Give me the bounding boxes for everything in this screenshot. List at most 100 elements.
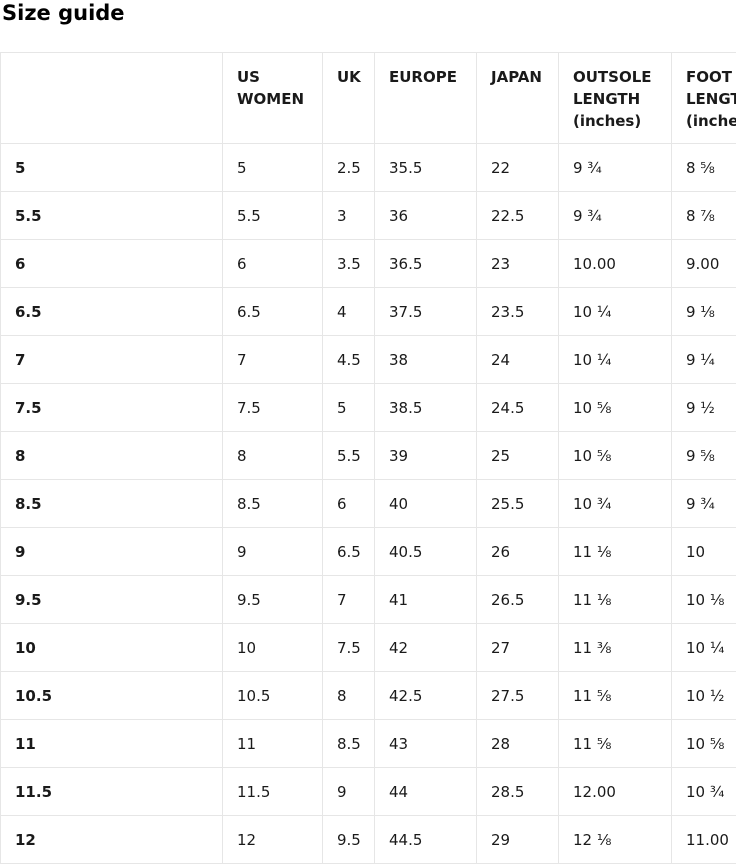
cell-foot_length: 9 ½ bbox=[671, 383, 736, 432]
cell-outsole_length: 11 ⅜ bbox=[558, 623, 672, 672]
cell-us_women: 8.5 bbox=[222, 479, 323, 528]
cell-uk: 7 bbox=[322, 575, 375, 624]
cell-europe: 42 bbox=[374, 623, 477, 672]
cell-us_women: 9 bbox=[222, 527, 323, 576]
cell-uk: 3 bbox=[322, 191, 375, 240]
cell-europe: 44.5 bbox=[374, 815, 477, 864]
cell-europe: 42.5 bbox=[374, 671, 477, 720]
row-header: 5 bbox=[0, 143, 223, 192]
row-header: 6.5 bbox=[0, 287, 223, 336]
cell-foot_length: 10 ⅛ bbox=[671, 575, 736, 624]
column-header-uk: UK bbox=[322, 52, 375, 144]
header-row: US WOMEN UK EUROPE JAPAN OUTSOLE LENGTH (inc… bbox=[0, 52, 736, 144]
row-header: 9 bbox=[0, 527, 223, 576]
cell-us_women: 6.5 bbox=[222, 287, 323, 336]
cell-us_women: 7.5 bbox=[222, 383, 323, 432]
cell-foot_length: 10 ¾ bbox=[671, 767, 736, 816]
cell-outsole_length: 9 ¾ bbox=[558, 191, 672, 240]
cell-japan: 28 bbox=[476, 719, 559, 768]
cell-japan: 26.5 bbox=[476, 575, 559, 624]
cell-uk: 4 bbox=[322, 287, 375, 336]
row-header: 10 bbox=[0, 623, 223, 672]
cell-uk: 6.5 bbox=[322, 527, 375, 576]
cell-us_women: 5.5 bbox=[222, 191, 323, 240]
table-row: 10.5 10.5 8 42.5 27.5 11 ⅝ 10 ½ bbox=[0, 671, 736, 720]
row-header: 7.5 bbox=[0, 383, 223, 432]
cell-uk: 3.5 bbox=[322, 239, 375, 288]
table-row: 9 9 6.5 40.5 26 11 ⅛ 10 bbox=[0, 527, 736, 576]
column-header-outsole_length: OUTSOLE LENGTH (inches) bbox=[558, 52, 672, 144]
size-table-container: US WOMEN UK EUROPE JAPAN OUTSOLE LENGTH (inc… bbox=[0, 52, 736, 864]
row-header: 11.5 bbox=[0, 767, 223, 816]
cell-japan: 27.5 bbox=[476, 671, 559, 720]
cell-uk: 5 bbox=[322, 383, 375, 432]
cell-uk: 6 bbox=[322, 479, 375, 528]
cell-japan: 26 bbox=[476, 527, 559, 576]
cell-foot_length: 10 ¼ bbox=[671, 623, 736, 672]
row-header: 9.5 bbox=[0, 575, 223, 624]
cell-outsole_length: 9 ¾ bbox=[558, 143, 672, 192]
cell-europe: 40.5 bbox=[374, 527, 477, 576]
cell-uk: 4.5 bbox=[322, 335, 375, 384]
cell-us_women: 10 bbox=[222, 623, 323, 672]
cell-europe: 38.5 bbox=[374, 383, 477, 432]
cell-japan: 25.5 bbox=[476, 479, 559, 528]
row-header: 8.5 bbox=[0, 479, 223, 528]
cell-foot_length: 9 ¼ bbox=[671, 335, 736, 384]
cell-uk: 5.5 bbox=[322, 431, 375, 480]
cell-foot_length: 9 ⅛ bbox=[671, 287, 736, 336]
cell-foot_length: 8 ⅞ bbox=[671, 191, 736, 240]
cell-outsole_length: 10 ¾ bbox=[558, 479, 672, 528]
cell-us_women: 12 bbox=[222, 815, 323, 864]
cell-japan: 25 bbox=[476, 431, 559, 480]
table-row: 10 10 7.5 42 27 11 ⅜ 10 ¼ bbox=[0, 623, 736, 672]
cell-foot_length: 9 ¾ bbox=[671, 479, 736, 528]
cell-japan: 22.5 bbox=[476, 191, 559, 240]
column-header-japan: JAPAN bbox=[476, 52, 559, 144]
cell-japan: 23.5 bbox=[476, 287, 559, 336]
cell-uk: 9 bbox=[322, 767, 375, 816]
cell-europe: 40 bbox=[374, 479, 477, 528]
size-guide-table: US WOMEN UK EUROPE JAPAN OUTSOLE LENGTH (inc… bbox=[0, 52, 736, 864]
row-header: 10.5 bbox=[0, 671, 223, 720]
cell-foot_length: 9 ⅝ bbox=[671, 431, 736, 480]
cell-europe: 36 bbox=[374, 191, 477, 240]
cell-outsole_length: 12 ⅛ bbox=[558, 815, 672, 864]
cell-outsole_length: 11 ⅛ bbox=[558, 575, 672, 624]
cell-europe: 35.5 bbox=[374, 143, 477, 192]
cell-us_women: 9.5 bbox=[222, 575, 323, 624]
cell-outsole_length: 11 ⅝ bbox=[558, 671, 672, 720]
cell-foot_length: 11.00 bbox=[671, 815, 736, 864]
cell-japan: 24.5 bbox=[476, 383, 559, 432]
cell-japan: 23 bbox=[476, 239, 559, 288]
cell-japan: 29 bbox=[476, 815, 559, 864]
cell-us_women: 7 bbox=[222, 335, 323, 384]
cell-foot_length: 10 ½ bbox=[671, 671, 736, 720]
table-row: 12 12 9.5 44.5 29 12 ⅛ 11.00 bbox=[0, 815, 736, 864]
cell-europe: 39 bbox=[374, 431, 477, 480]
cell-outsole_length: 10 ¼ bbox=[558, 287, 672, 336]
cell-outsole_length: 11 ⅝ bbox=[558, 719, 672, 768]
cell-uk: 8.5 bbox=[322, 719, 375, 768]
column-header-foot_length: FOOT LENGTH (inches) bbox=[671, 52, 736, 144]
cell-foot_length: 9.00 bbox=[671, 239, 736, 288]
cell-japan: 24 bbox=[476, 335, 559, 384]
table-row: 6 6 3.5 36.5 23 10.00 9.00 bbox=[0, 239, 736, 288]
cell-foot_length: 8 ⅝ bbox=[671, 143, 736, 192]
cell-us_women: 10.5 bbox=[222, 671, 323, 720]
cell-outsole_length: 10 ¼ bbox=[558, 335, 672, 384]
row-header: 7 bbox=[0, 335, 223, 384]
cell-foot_length: 10 bbox=[671, 527, 736, 576]
cell-japan: 27 bbox=[476, 623, 559, 672]
cell-europe: 43 bbox=[374, 719, 477, 768]
cell-uk: 9.5 bbox=[322, 815, 375, 864]
cell-us_women: 6 bbox=[222, 239, 323, 288]
cell-europe: 41 bbox=[374, 575, 477, 624]
cell-uk: 7.5 bbox=[322, 623, 375, 672]
